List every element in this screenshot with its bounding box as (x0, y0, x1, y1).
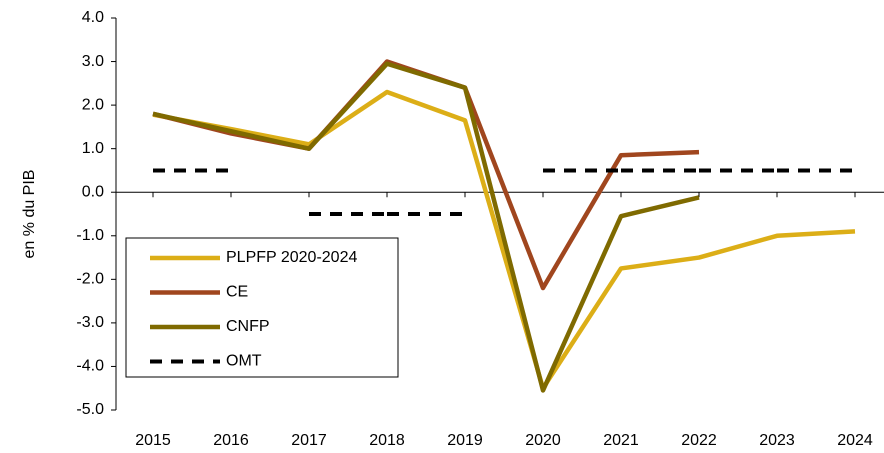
series-line (152, 89, 856, 391)
y-tick-label: 0.0 (82, 183, 104, 200)
legend-label: CE (226, 284, 248, 301)
x-tick-label: 2023 (759, 432, 795, 449)
y-tick-label: -5.0 (76, 401, 104, 418)
x-tick-label: 2018 (369, 432, 405, 449)
y-axis-label: en % du PIB (21, 170, 38, 259)
x-tick-label: 2022 (681, 432, 717, 449)
legend-label: CNFP (226, 318, 270, 335)
x-tick-label: 2015 (135, 432, 171, 449)
y-tick-label: 1.0 (82, 140, 104, 157)
y-tick-label: -4.0 (76, 358, 104, 375)
x-tick-label: 2021 (603, 432, 639, 449)
y-tick-label: 3.0 (82, 53, 104, 70)
legend-box (125, 237, 399, 378)
y-tick-label: -1.0 (76, 227, 104, 244)
series-line (152, 61, 700, 393)
y-tick-label: -3.0 (76, 314, 104, 331)
x-tick-label: 2020 (525, 432, 561, 449)
y-tick-label: 4.0 (82, 9, 104, 26)
legend-label: PLPFP 2020-2024 (226, 249, 357, 266)
y-tick-label: -2.0 (76, 271, 104, 288)
x-tick-label: 2024 (837, 432, 873, 449)
y-tick-label: 2.0 (82, 96, 104, 113)
x-tick-label: 2019 (447, 432, 483, 449)
legend-label: OMT (226, 353, 262, 370)
x-tick-label: 2017 (291, 432, 327, 449)
x-tick-label: 2016 (213, 432, 249, 449)
